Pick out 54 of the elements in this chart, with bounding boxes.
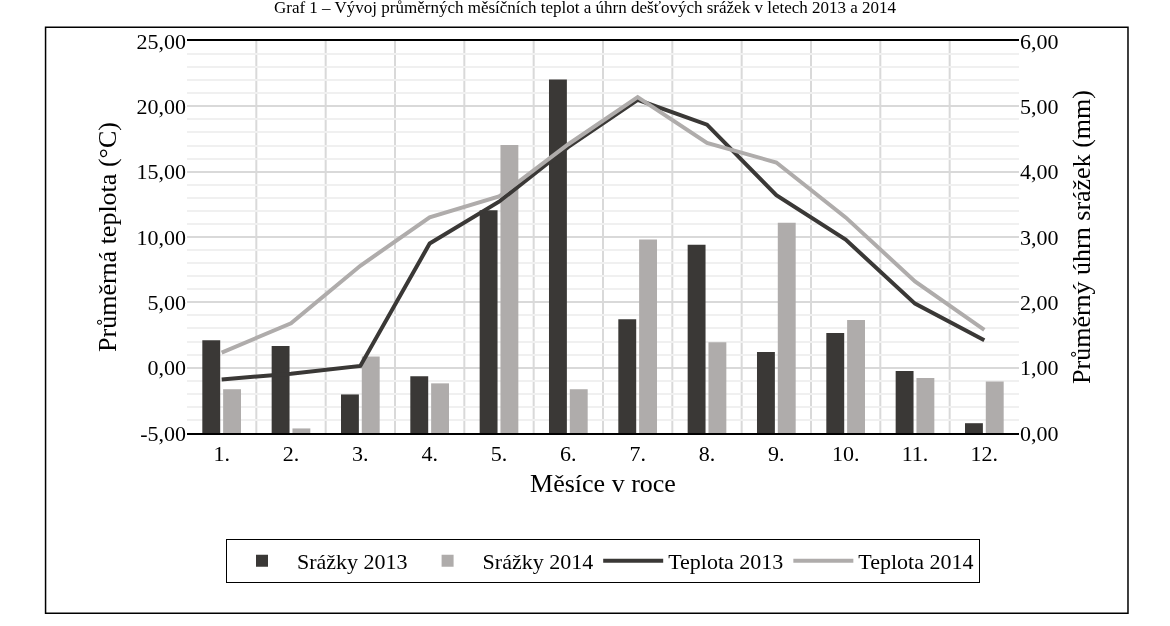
bar — [964, 423, 983, 433]
x-tick-label: 5. — [490, 441, 508, 467]
legend-label: Srážky 2014 — [482, 549, 594, 575]
bar — [361, 356, 380, 433]
bar — [687, 244, 706, 433]
bar — [756, 351, 775, 433]
bar — [847, 319, 866, 433]
bar — [431, 383, 450, 433]
bar — [985, 381, 1004, 433]
bar — [340, 394, 359, 433]
y2-tick-label: 4,00 — [1020, 159, 1059, 185]
y-axis-title: Průměrná teplota (°C) — [92, 122, 122, 352]
x-tick-label: 4. — [421, 441, 438, 467]
x-tick-label: 7. — [629, 441, 646, 467]
x-tick-label: 11. — [901, 441, 929, 467]
chart-title: Graf 1 – Vývoj průměrných měsíčních teplot a úhrn dešťových srážek v letech 2013 a 2014 — [273, 0, 897, 17]
bar — [708, 342, 727, 433]
x-tick-label: 8. — [698, 441, 716, 467]
x-tick-label: 1. — [213, 441, 230, 467]
y2-tick-label: 1,00 — [1020, 355, 1059, 381]
legend-label: Teplota 2014 — [858, 549, 974, 575]
y2-tick-label: 3,00 — [1020, 224, 1059, 250]
bar — [618, 319, 637, 433]
bar — [826, 333, 845, 433]
bar — [202, 340, 221, 433]
y-tick-label: 15,00 — [136, 159, 186, 185]
y2-axis-title: Průměrný úhrn srážek (mm) — [1067, 90, 1097, 384]
y2-tick-label: 5,00 — [1020, 94, 1059, 120]
x-tick-label: 2. — [282, 441, 300, 467]
x-tick-label: 6. — [560, 441, 577, 467]
bar — [777, 222, 796, 433]
bar — [569, 389, 588, 433]
x-axis-title: Měsíce v roce — [530, 468, 676, 498]
bar — [916, 378, 935, 433]
y2-tick-label: 2,00 — [1020, 290, 1059, 316]
bar — [223, 389, 242, 433]
y-tick-label: 10,00 — [136, 224, 186, 250]
x-tick-label: 3. — [352, 441, 369, 467]
y-tick-label: 5,00 — [147, 290, 186, 316]
x-tick-label: 12. — [970, 441, 999, 467]
y-tick-label: 0,00 — [147, 355, 186, 381]
bar — [292, 428, 311, 433]
legend-label: Teplota 2013 — [668, 549, 784, 575]
y-tick-label: 25,00 — [136, 28, 186, 54]
y2-tick-label: 0,00 — [1020, 420, 1059, 446]
x-tick-label: 10. — [831, 441, 860, 467]
bar — [639, 239, 658, 433]
legend-label: Srážky 2013 — [297, 549, 408, 575]
bar — [895, 370, 914, 433]
x-tick-label: 9. — [768, 441, 785, 467]
y-tick-label: 20,00 — [136, 94, 186, 120]
y-tick-label: -5,00 — [140, 420, 186, 446]
y2-tick-label: 6,00 — [1020, 28, 1059, 54]
bar — [410, 376, 429, 433]
